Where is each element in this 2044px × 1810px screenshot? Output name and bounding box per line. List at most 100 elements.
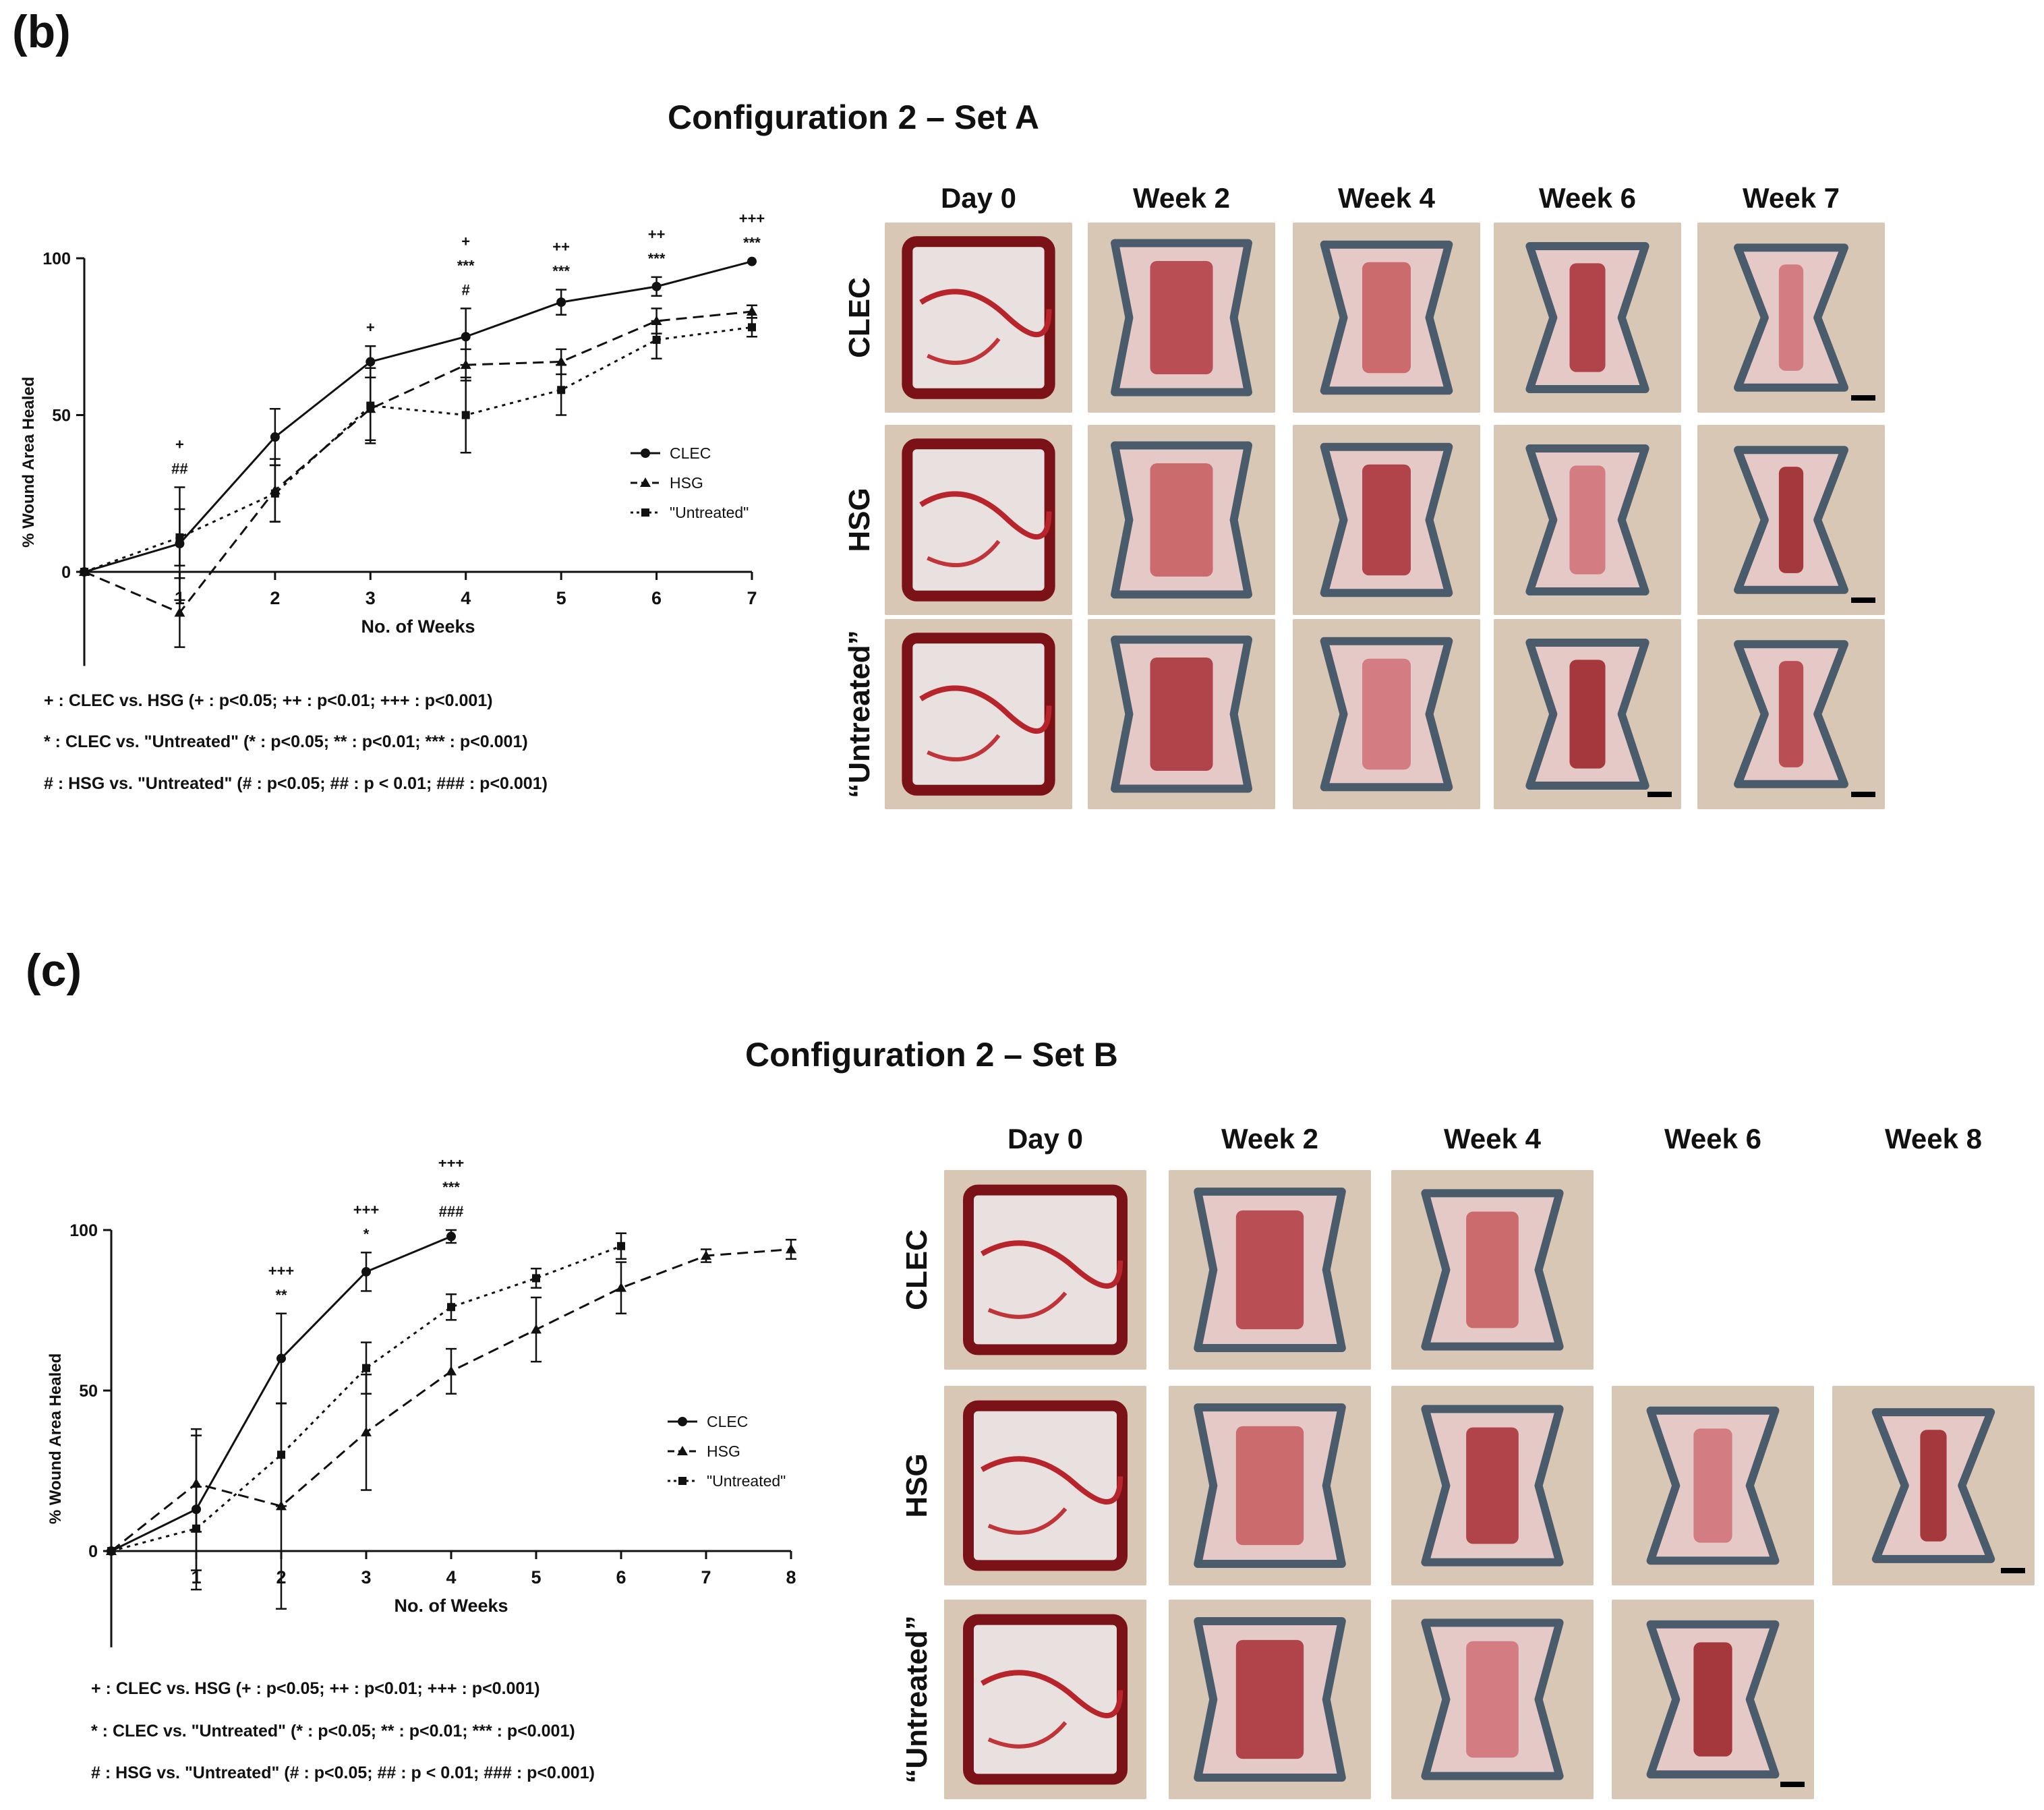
scale-bar — [1851, 395, 1875, 401]
stat-legend-line: # : HSG vs. "Untreated" (# : p<0.05; ## … — [91, 1763, 595, 1782]
legend-label: "Untreated" — [707, 1472, 786, 1490]
wound-image — [902, 236, 1055, 399]
wound-image — [963, 1184, 1128, 1355]
significance-marker: + — [366, 319, 375, 336]
column-header: Week 6 — [1664, 1123, 1761, 1155]
column-header: Week 2 — [1133, 182, 1230, 214]
wound-image — [1646, 1620, 1805, 1787]
y-tick-label: 0 — [61, 563, 71, 582]
y-tick-label: 50 — [52, 407, 71, 426]
series-line — [84, 326, 753, 573]
wound-bed — [963, 1614, 1128, 1785]
blood-streak — [927, 734, 1001, 761]
x-tick-label: 5 — [556, 588, 566, 608]
significance-marker: + — [461, 233, 470, 250]
data-point — [191, 1478, 202, 1488]
stat-legend-line: * : CLEC vs. "Untreated" (* : p<0.05; **… — [91, 1722, 575, 1741]
wound-image — [1320, 637, 1453, 792]
wound-granulation — [1150, 260, 1213, 375]
panel-letter-c: (c) — [26, 945, 82, 996]
scale-bar — [1647, 792, 1672, 797]
significance-marker: *** — [442, 1179, 460, 1196]
blood-streak — [987, 1507, 1068, 1535]
wound-image — [1421, 1405, 1564, 1567]
wound-photo — [944, 1170, 1146, 1370]
data-point — [652, 335, 661, 344]
scale-bar — [1780, 1782, 1805, 1787]
wound-bed — [902, 236, 1055, 399]
data-point — [532, 1274, 540, 1283]
wound-image — [902, 438, 1055, 602]
stat-legend-line: + : CLEC vs. HSG (+ : p<0.05; ++ : p<0.0… — [91, 1679, 540, 1698]
column-header: Week 8 — [1885, 1123, 1982, 1155]
blood-streak — [987, 1291, 1068, 1319]
wound-image — [1734, 243, 1875, 401]
wound-image — [902, 633, 1055, 796]
wound-photo — [1697, 223, 1885, 413]
wound-granulation — [1150, 463, 1213, 577]
x-tick-label: 4 — [446, 1567, 456, 1587]
wound-photo — [1494, 619, 1681, 809]
wound-granulation — [1693, 1642, 1732, 1757]
wound-bed — [963, 1184, 1128, 1355]
wound-photo — [944, 1386, 1146, 1585]
wound-image — [1320, 442, 1453, 597]
wound-photo — [1391, 1386, 1594, 1585]
x-tick-label: 3 — [361, 1567, 371, 1587]
column-header: Week 2 — [1221, 1123, 1318, 1155]
wound-image — [1871, 1408, 2025, 1573]
y-tick-label: 100 — [42, 250, 71, 268]
significance-marker: * — [363, 1225, 370, 1242]
wound-image — [1194, 1616, 1346, 1782]
panel-title-c: Configuration 2 – Set B — [745, 1036, 1118, 1074]
data-point — [617, 1242, 625, 1250]
wound-photo — [1088, 223, 1275, 413]
significance-marker: ## — [171, 460, 187, 477]
blood-streak — [980, 1240, 1123, 1289]
wound-photo — [885, 223, 1072, 413]
row-header: “Untreated” — [843, 630, 876, 798]
legend-label: CLEC — [670, 444, 711, 462]
wound-granulation — [1362, 262, 1411, 374]
legend-marker — [677, 1446, 688, 1455]
y-axis-label: % Wound Area Healed — [47, 1353, 65, 1524]
wound-photo — [944, 1600, 1146, 1799]
wound-image — [1525, 444, 1649, 596]
blood-streak — [980, 1456, 1123, 1505]
wound-image — [1646, 1406, 1780, 1565]
wound-bed — [902, 633, 1055, 796]
x-tick-label: 6 — [651, 588, 662, 608]
wound-granulation — [1569, 660, 1606, 769]
x-tick-label: 7 — [701, 1567, 711, 1587]
wound-photo — [1494, 223, 1681, 413]
data-point — [747, 306, 757, 316]
legend-marker — [641, 448, 650, 458]
row-header: CLEC — [843, 277, 876, 358]
data-point — [461, 332, 471, 342]
column-header: Week 7 — [1743, 182, 1840, 214]
row-header: “Untreated” — [900, 1615, 933, 1784]
stat-legend-line: * : CLEC vs. "Untreated" (* : p<0.05; **… — [44, 732, 528, 751]
wound-photo — [1088, 619, 1275, 809]
data-point — [556, 356, 567, 366]
wound-photo — [1293, 223, 1480, 413]
significance-marker: ### — [439, 1203, 464, 1220]
blood-streak — [927, 539, 1001, 567]
blood-streak — [987, 1721, 1068, 1749]
x-tick-label: 8 — [786, 1567, 796, 1587]
legend-label: HSG — [670, 474, 703, 492]
data-point — [447, 1303, 455, 1312]
row-header: CLEC — [900, 1229, 933, 1310]
column-header: Day 0 — [1007, 1123, 1084, 1155]
x-tick-label: 5 — [531, 1567, 541, 1587]
wound-image — [1194, 1187, 1346, 1353]
wound-image — [1421, 1189, 1564, 1351]
data-point — [277, 1451, 285, 1459]
wound-granulation — [1693, 1428, 1732, 1543]
stat-legend-line: + : CLEC vs. HSG (+ : p<0.05; ++ : p<0.0… — [44, 691, 493, 710]
wound-image — [1111, 635, 1252, 793]
wound-photo — [885, 425, 1072, 615]
wound-granulation — [1778, 661, 1804, 767]
significance-marker: ** — [275, 1287, 287, 1304]
wound-photo — [1697, 425, 1885, 615]
